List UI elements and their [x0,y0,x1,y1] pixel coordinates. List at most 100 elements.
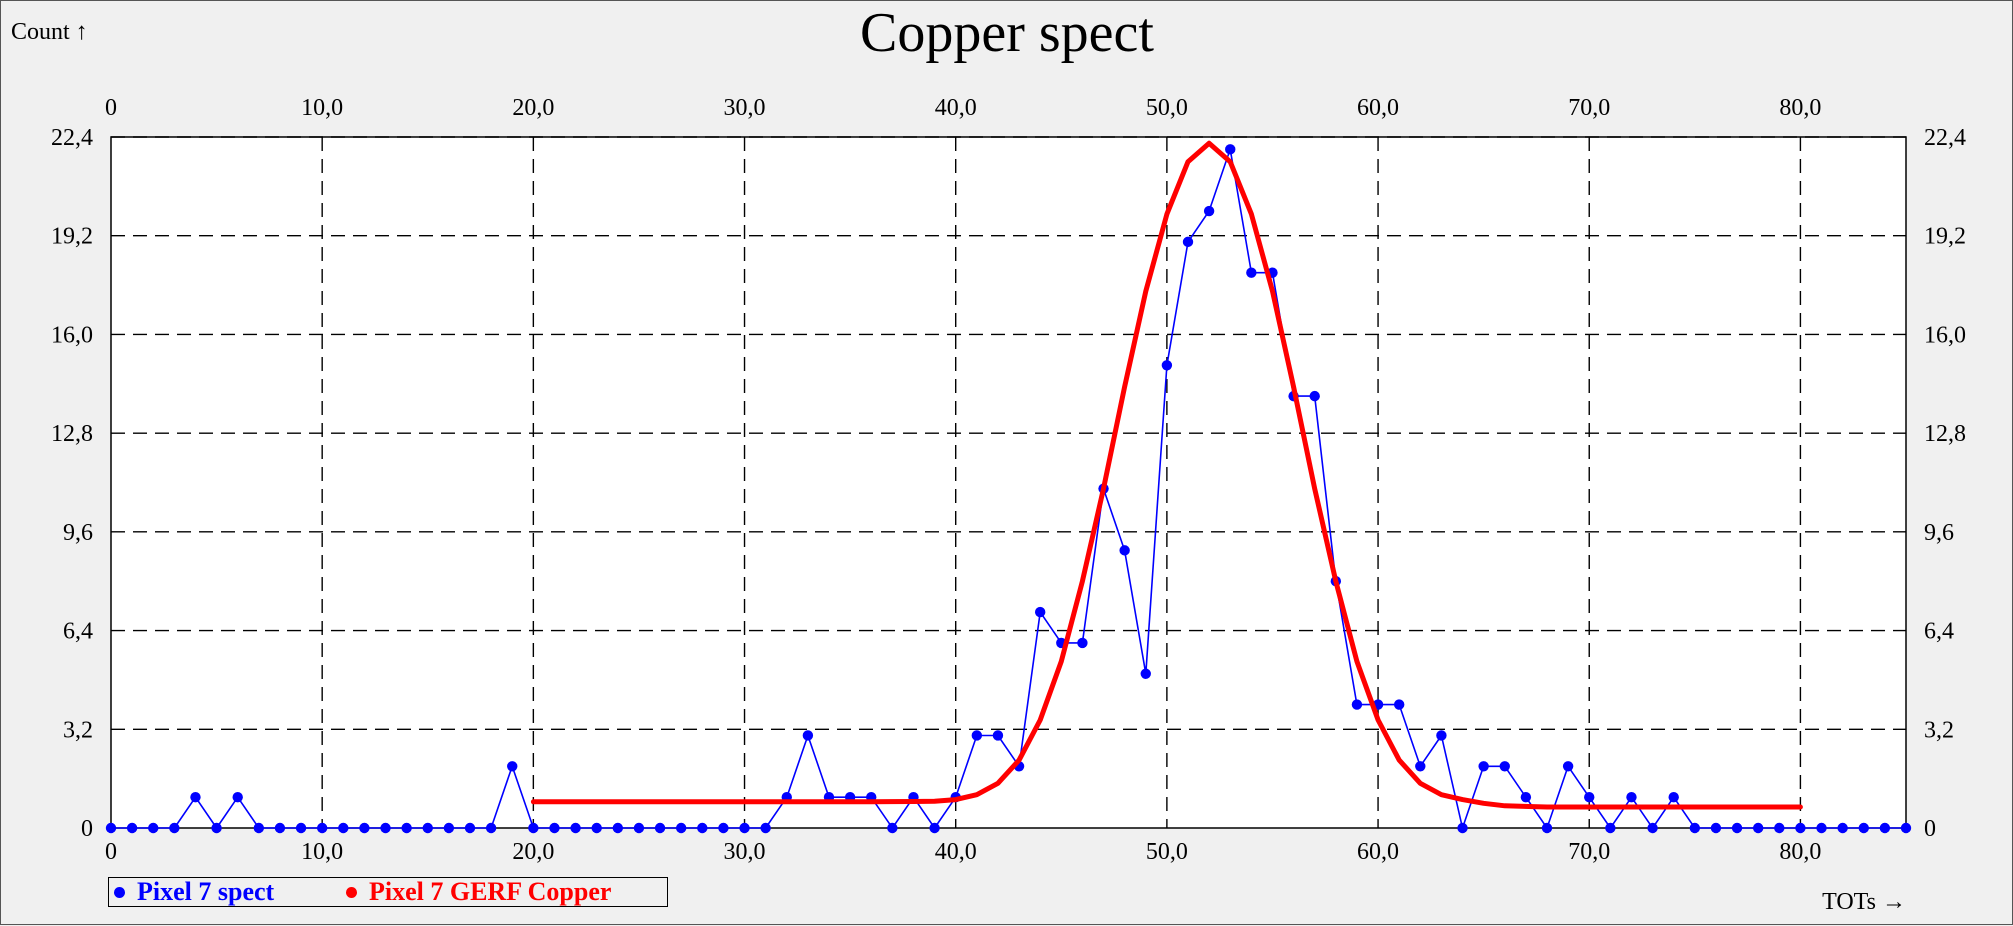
chart-title: Copper spect [860,2,1154,64]
spect-data-point [802,730,814,741]
y-tick-label-left: 16,0 [51,322,93,348]
spect-data-point [1774,822,1785,834]
x-tick-label-bottom: 80,0 [1779,839,1821,865]
x-tick-label-top: 10,0 [301,95,343,121]
data-series [105,140,1912,834]
spect-data-point [1499,761,1510,772]
spect-data-point [380,822,391,834]
spect-data-point [1225,144,1236,155]
spect-data-point [169,822,180,834]
spect-data-point [1584,791,1595,803]
spect-data-point [1246,267,1257,278]
spect-data-point [253,822,265,834]
spect-data-point [1626,791,1637,803]
x-tick-label-bottom: 10,0 [301,839,343,865]
spect-data-point [1731,822,1743,834]
spect-data-point [675,822,687,834]
spect-data-point [443,822,455,834]
y-tick-label-left: 9,6 [63,520,93,546]
spect-data-point [295,822,307,834]
spect-data-point [887,822,898,834]
y-tick-label-right: 12,8 [1924,421,1966,447]
legend-label: Pixel 7 GERF Copper [369,877,612,906]
x-tick-label-top: 50,0 [1146,95,1188,121]
y-tick-label-left: 3,2 [63,717,93,743]
spect-data-point [760,822,771,834]
legend-marker-dot-icon [346,886,357,898]
spect-data-point [338,822,349,834]
y-tick-label-right: 3,2 [1924,717,1954,743]
y-axis-label: Count ↑ [11,19,88,45]
x-tick-label-bottom: 50,0 [1146,839,1188,865]
spect-data-point [422,822,433,834]
y-tick-label-left: 0 [81,816,93,842]
legend: Pixel 7 spect Pixel 7 GERF Copper [108,877,668,907]
spect-data-point [718,822,729,834]
x-tick-label-top: 0 [105,95,117,121]
y-tick-label-left: 19,2 [51,224,93,250]
spect-data-point [591,822,602,834]
spect-data-point [1457,822,1468,834]
plot-area [110,136,1907,829]
spect-data-point [507,761,518,772]
spect-data-point [464,822,476,834]
x-tick-label-top: 70,0 [1568,95,1610,121]
spect-data-point [528,822,539,834]
spect-data-point [359,822,370,834]
spect-data-point [126,822,138,834]
spect-data-point [1478,761,1489,772]
x-axis-label: TOTs → [1822,889,1906,915]
spect-data-point [1816,822,1827,834]
spect-data-point [612,822,624,834]
spect-data-point [1541,822,1553,834]
spect-data-point [1837,822,1848,834]
y-tick-label-left: 12,8 [51,421,93,447]
spect-data-point [1351,699,1363,710]
y-tick-label-right: 19,2 [1924,224,1966,250]
grid-lines [111,136,1906,828]
spect-data-point [1203,205,1215,217]
spect-data-point [211,822,222,834]
spect-data-point [697,822,708,834]
spect-data-point [1436,730,1447,741]
x-tick-label-top: 80,0 [1779,95,1821,121]
x-tick-label-top: 40,0 [935,95,977,121]
spect-data-point [739,822,750,834]
spect-data-point [1647,822,1658,834]
spect-data-point [148,822,159,834]
spect-data-point [1309,390,1320,402]
y-tick-label-right: 6,4 [1924,619,1954,645]
spect-data-point [633,822,645,834]
legend-marker-dot-icon [114,886,125,898]
spect-data-point [1119,545,1130,556]
spect-data-point [1034,606,1046,618]
spect-data-point [1795,822,1806,834]
x-tick-label-top: 30,0 [724,95,766,121]
spect-data-point [1520,791,1532,803]
x-tick-label-bottom: 20,0 [512,839,554,865]
spect-data-point [105,822,117,834]
spect-data-point [654,822,666,834]
legend-label: Pixel 7 spect [137,877,275,906]
spect-data-point [570,822,581,834]
spect-data-point [992,730,1004,741]
spect-data-point [1710,822,1722,834]
spect-data-point [1900,822,1912,834]
y-tick-label-right: 9,6 [1924,520,1954,546]
spect-data-point [1415,761,1426,772]
spect-data-point [401,822,412,834]
spect-data-point [1161,360,1173,371]
x-tick-label-bottom: 60,0 [1357,839,1399,865]
legend-item-series-1: Pixel 7 spect [114,878,274,906]
x-tick-label-bottom: 0 [105,839,117,865]
x-tick-label-top: 60,0 [1357,95,1399,121]
spect-data-point [929,822,940,834]
spect-data-point [1393,699,1405,710]
spect-data-point [1140,668,1151,679]
x-tick-label-bottom: 40,0 [935,839,977,865]
x-tick-label-bottom: 70,0 [1568,839,1610,865]
x-tick-label-bottom: 30,0 [724,839,766,865]
spect-data-point [485,822,497,834]
y-tick-label-left: 22,4 [51,125,93,151]
